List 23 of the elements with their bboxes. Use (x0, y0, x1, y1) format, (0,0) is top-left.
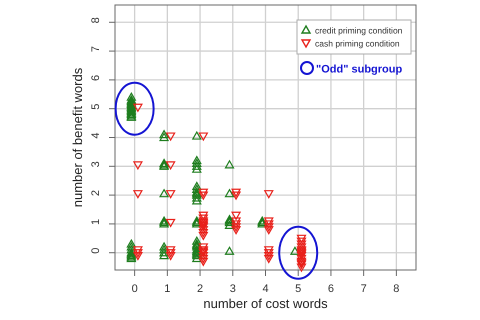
y-tick-label: 1 (90, 218, 102, 225)
x-tick-label: 2 (197, 282, 204, 295)
x-tick-label: 3 (230, 282, 236, 295)
annotation: "Odd" subgroup (316, 64, 402, 76)
x-tick-label: 0 (132, 282, 138, 295)
x-tick-label: 7 (360, 282, 367, 295)
y-tick-label: 0 (90, 248, 102, 254)
y-tick-label: 4 (90, 132, 102, 139)
y-tick-label: 6 (90, 74, 102, 81)
y-tick-label: 3 (90, 161, 102, 168)
x-tick-label: 8 (393, 282, 400, 295)
legend-label: cash priming condition (315, 38, 400, 48)
y-tick-label: 8 (90, 17, 102, 24)
y-tick-label: 2 (90, 190, 102, 196)
x-tick-label: 6 (328, 282, 334, 295)
legend-label: credit priming condition (315, 26, 403, 36)
x-tick-label: 1 (164, 282, 170, 295)
y-tick-label: 5 (90, 104, 102, 110)
x-tick-label: 5 (295, 282, 302, 295)
y-axis-title: number of benefit words (70, 67, 85, 208)
x-axis-title: number of cost words (203, 296, 328, 311)
y-tick-label: 7 (90, 46, 102, 52)
x-tick-label: 4 (262, 282, 269, 295)
